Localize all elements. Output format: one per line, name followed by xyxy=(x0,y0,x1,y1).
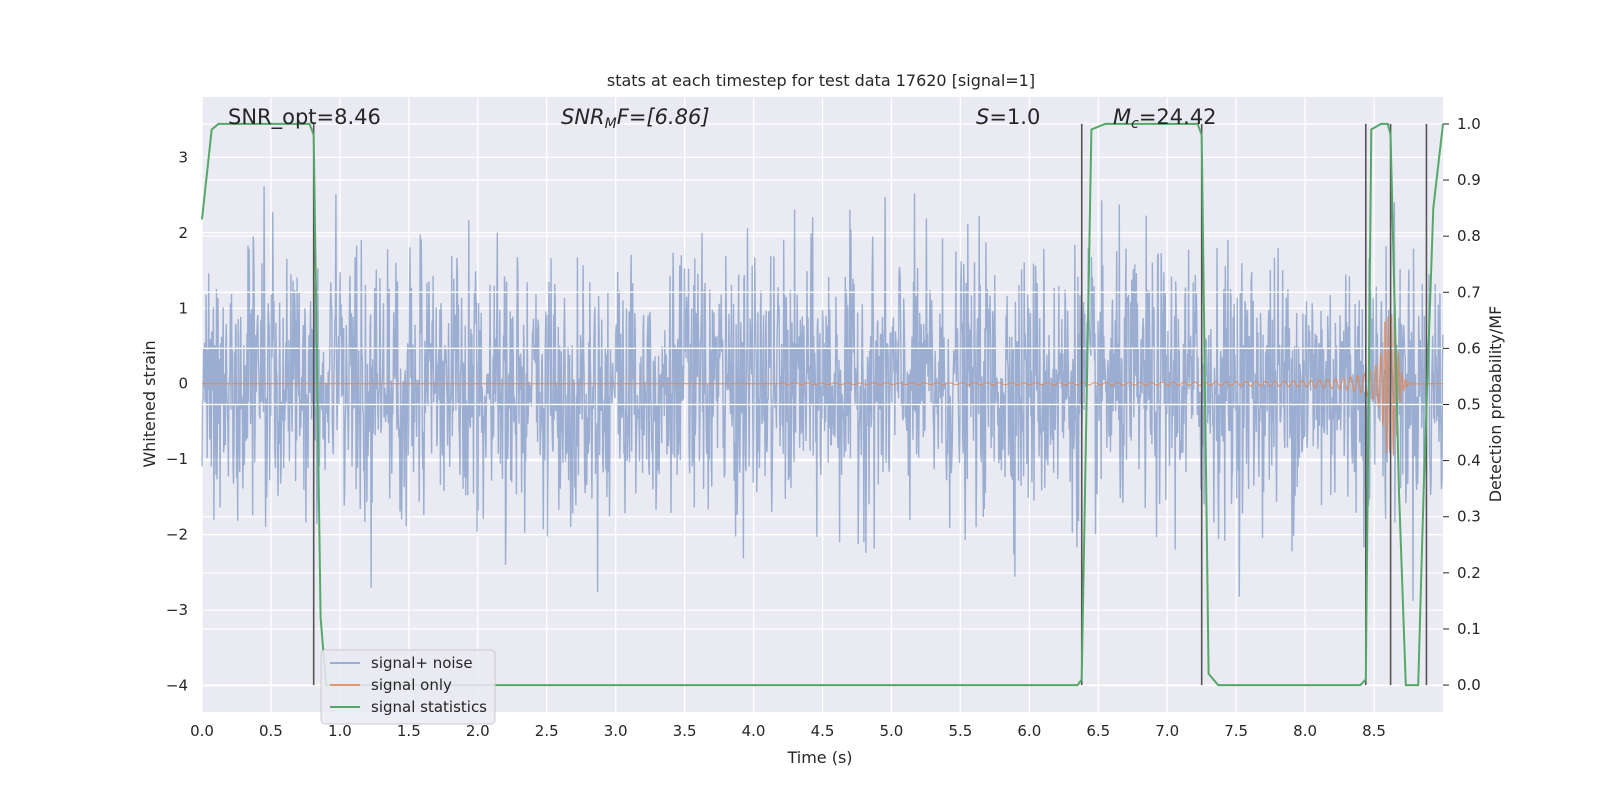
x-tick-label: 3.0 xyxy=(604,722,628,740)
x-tick-label: 7.0 xyxy=(1155,722,1179,740)
annotation-s: S=1.0 xyxy=(976,105,1040,129)
legend-box xyxy=(320,649,496,725)
y-tick-label: −4 xyxy=(166,677,188,695)
y2-tick-label: 0.2 xyxy=(1457,564,1481,582)
x-tick-label: 0.0 xyxy=(190,722,214,740)
annotation-mc-tail: =24.42 xyxy=(1139,105,1217,129)
y-tick-label: 0 xyxy=(178,375,188,393)
x-tick-label: 2.0 xyxy=(466,722,490,740)
y2-tick-label: 0.4 xyxy=(1457,452,1481,470)
x-tick-label: 0.5 xyxy=(259,722,283,740)
annotation-snr-mf-sub: M xyxy=(605,116,617,132)
x-tick-label: 6.0 xyxy=(1017,722,1041,740)
x-tick-label: 8.5 xyxy=(1362,722,1386,740)
annotation-mc-sub: c xyxy=(1131,116,1139,132)
x-tick-label: 2.5 xyxy=(535,722,559,740)
legend-label-signal-statistics: signal statistics xyxy=(371,698,487,716)
annotation-mc: Mc=24.42 xyxy=(1113,105,1217,132)
y2-axis-label: Detection probability/MF xyxy=(1486,306,1505,503)
x-tick-label: 8.0 xyxy=(1293,722,1317,740)
annotation-s-tail: =1.0 xyxy=(989,105,1040,129)
y-tick-label: −1 xyxy=(166,450,188,468)
y2-tick-label: 0.0 xyxy=(1457,676,1481,694)
x-axis-label: Time (s) xyxy=(786,748,852,767)
reference-lines xyxy=(202,291,1443,406)
y-tick-label: 3 xyxy=(178,148,188,166)
y2-tick-label: 0.6 xyxy=(1457,339,1481,357)
y-tick-label: −3 xyxy=(166,601,188,619)
y2-tick-label: 0.1 xyxy=(1457,620,1481,638)
x-tick-label: 3.5 xyxy=(673,722,697,740)
tick-labels: 0.0 0.5 1.0 1.5 2.0 2.5 3.0 3.5 4.0 4.5 5.0 5.5 6.0 6… xyxy=(166,115,1481,740)
annotation-s-main: S xyxy=(976,105,989,129)
y2-tick-label: 0.7 xyxy=(1457,283,1481,301)
y-tick-label: 1 xyxy=(178,299,188,317)
x-tick-label: 4.5 xyxy=(811,722,835,740)
series-signal-only xyxy=(202,300,1443,455)
y2-tick-label: 0.5 xyxy=(1457,396,1481,414)
y-tick-label: 2 xyxy=(178,224,188,242)
y2-tick-label: 0.3 xyxy=(1457,508,1481,526)
y-axis-label: Whitened strain xyxy=(140,340,159,467)
x-tick-label: 1.5 xyxy=(397,722,421,740)
legend-label-signal-only: signal only xyxy=(371,676,452,694)
annotation-snr-mf-main: SNR xyxy=(561,105,605,129)
y-tick-label: −2 xyxy=(166,526,188,544)
x-tick-label: 5.5 xyxy=(948,722,972,740)
noise-trace xyxy=(201,186,1444,601)
legend: signal+ noise signal only signal statist… xyxy=(320,649,496,725)
x-tick-label: 4.0 xyxy=(742,722,766,740)
annotation-snr-opt: SNR_opt=8.46 xyxy=(228,105,381,130)
y2-tick-label: 1.0 xyxy=(1457,115,1481,133)
series-signal-plus-noise xyxy=(201,186,1444,601)
chart-title: stats at each timestep for test data 176… xyxy=(607,71,1035,90)
statistics-trace xyxy=(201,122,1444,687)
x-tick-label: 7.5 xyxy=(1224,722,1248,740)
x-tick-label: 1.0 xyxy=(328,722,352,740)
x-tick-label: 6.5 xyxy=(1086,722,1110,740)
signal-chirp-trace xyxy=(202,300,1443,455)
annotation-snr-mf: SNRMF=[6.86] xyxy=(561,105,710,132)
legend-label-signal-plus-noise: signal+ noise xyxy=(371,654,473,672)
x-tick-label: 5.0 xyxy=(880,722,904,740)
y2-tick-label: 0.9 xyxy=(1457,171,1481,189)
annotation-snr-mf-tail: F=[6.86] xyxy=(617,105,710,129)
annotation-mc-main: M xyxy=(1113,105,1131,129)
y2-tick-label: 0.8 xyxy=(1457,227,1481,245)
series-signal-statistics xyxy=(201,122,1444,687)
